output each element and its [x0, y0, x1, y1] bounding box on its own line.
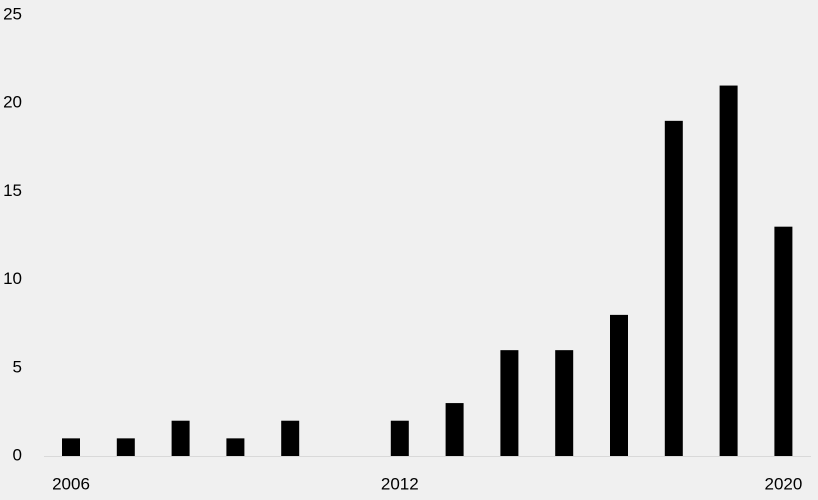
bar [610, 314, 628, 456]
y-tick-label: 25 [3, 4, 22, 23]
y-tick-label: 0 [13, 445, 22, 464]
x-tick-label: 2006 [52, 474, 90, 493]
bar [116, 438, 135, 456]
bar [281, 420, 300, 456]
bar [390, 420, 409, 456]
y-tick-label: 20 [3, 93, 22, 112]
bar [62, 438, 80, 456]
y-tick-label: 10 [3, 269, 22, 288]
x-tick-label: 2020 [764, 474, 802, 493]
bar [171, 420, 190, 456]
bar [719, 85, 738, 456]
x-tick-label: 2012 [381, 474, 419, 493]
bar [555, 350, 574, 456]
bar [664, 120, 683, 456]
y-tick-label: 5 [13, 357, 22, 376]
y-tick-label: 15 [3, 181, 22, 200]
bar [226, 438, 245, 456]
bar [445, 403, 464, 456]
bar [500, 350, 519, 456]
bar [774, 226, 793, 456]
